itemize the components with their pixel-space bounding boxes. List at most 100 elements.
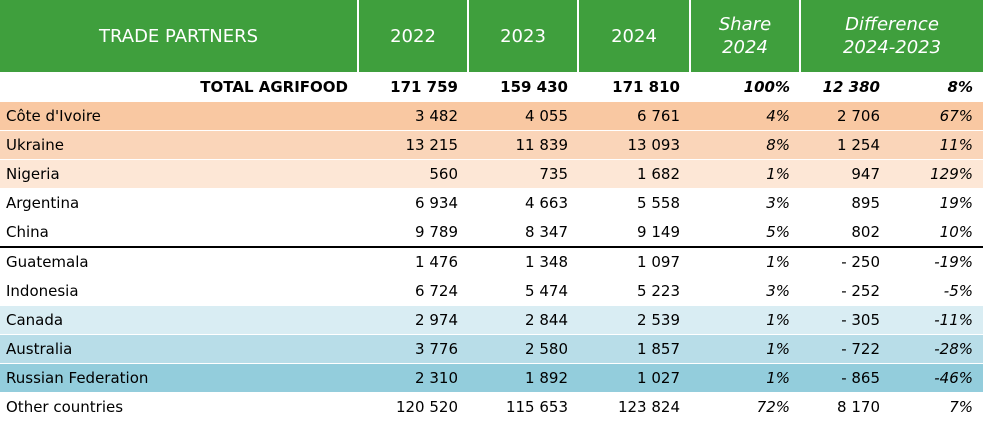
- cell: 1%: [690, 246, 800, 277]
- table-row: Australia 3 776 2 580 1 857 1% - 722 -28%: [0, 334, 983, 364]
- header-text: Difference: [845, 14, 939, 35]
- row-label: Argentina: [0, 188, 358, 218]
- row-label: China: [0, 217, 358, 248]
- cell: 895: [800, 188, 890, 218]
- cell: 171 759: [358, 72, 468, 102]
- cell: 560: [358, 159, 468, 189]
- cell: - 722: [800, 334, 890, 364]
- cell: 4 055: [468, 101, 578, 131]
- cell: 1 857: [578, 334, 690, 364]
- cell: 8 170: [800, 392, 890, 422]
- header-cell: TRADE PARTNERS: [0, 0, 358, 72]
- cell: 2 844: [468, 305, 578, 335]
- cell: 1 476: [358, 246, 468, 277]
- header-row: TRADE PARTNERS 2022 2023 2024 Share 2024 Diffe…: [0, 0, 983, 72]
- cell: 5 474: [468, 276, 578, 306]
- cell: - 252: [800, 276, 890, 306]
- cell: 9 789: [358, 217, 468, 248]
- cell: 4%: [690, 101, 800, 131]
- cell: 5 558: [578, 188, 690, 218]
- cell: -28%: [890, 334, 983, 364]
- cell: -11%: [890, 305, 983, 335]
- table-row: Nigeria 560 735 1 682 1% 947 129%: [0, 159, 983, 189]
- cell: 802: [800, 217, 890, 248]
- table-body: TOTAL AGRIFOOD 171 759 159 430 171 810 100% 1…: [0, 72, 983, 422]
- cell: 2 539: [578, 305, 690, 335]
- cell: 12 380: [800, 72, 890, 102]
- cell: 6 934: [358, 188, 468, 218]
- row-label: TOTAL AGRIFOOD: [0, 72, 358, 102]
- cell: 129%: [890, 159, 983, 189]
- cell: 6 724: [358, 276, 468, 306]
- header-text: TRADE PARTNERS: [98, 25, 259, 47]
- cell: 2 706: [800, 101, 890, 131]
- header-text: 2023: [500, 25, 546, 47]
- header-cell: 2022: [357, 0, 468, 72]
- table-row: Other countries 120 520 115 653 123 824 72% 8…: [0, 392, 983, 422]
- cell: 8 347: [468, 217, 578, 248]
- cell: 67%: [890, 101, 983, 131]
- header-text: 2024: [722, 37, 768, 58]
- cell: 2 580: [468, 334, 578, 364]
- cell: 6 761: [578, 101, 690, 131]
- cell: 1 892: [468, 363, 578, 393]
- table-row: Russian Federation 2 310 1 892 1 027 1% - 865…: [0, 363, 983, 393]
- header-text: 2024: [611, 25, 657, 47]
- header-text: 2022: [390, 25, 436, 47]
- table-row: China 9 789 8 347 9 149 5% 802 10%: [0, 217, 983, 248]
- cell: 13 093: [578, 130, 690, 160]
- cell: 9 149: [578, 217, 690, 248]
- cell: 1%: [690, 334, 800, 364]
- cell: 3%: [690, 276, 800, 306]
- cell: - 865: [800, 363, 890, 393]
- cell: - 305: [800, 305, 890, 335]
- header-cell: 2024: [577, 0, 690, 72]
- cell: 10%: [890, 217, 983, 248]
- cell: -19%: [890, 246, 983, 277]
- cell: 8%: [890, 72, 983, 102]
- table-row: Guatemala 1 476 1 348 1 097 1% - 250 -19%: [0, 246, 983, 277]
- table-row: Argentina 6 934 4 663 5 558 3% 895 19%: [0, 188, 983, 218]
- cell: 1%: [690, 363, 800, 393]
- cell: 7%: [890, 392, 983, 422]
- cell: 5 223: [578, 276, 690, 306]
- cell: 1%: [690, 159, 800, 189]
- cell: 100%: [690, 72, 800, 102]
- cell: 1 682: [578, 159, 690, 189]
- table-row: TOTAL AGRIFOOD 171 759 159 430 171 810 100% 1…: [0, 72, 983, 102]
- cell: 171 810: [578, 72, 690, 102]
- cell: 5%: [690, 217, 800, 248]
- row-label: Ukraine: [0, 130, 358, 160]
- cell: 3 482: [358, 101, 468, 131]
- header-cell: Difference 2024-2023: [799, 0, 983, 72]
- cell: 11%: [890, 130, 983, 160]
- cell: 1 027: [578, 363, 690, 393]
- row-label: Nigeria: [0, 159, 358, 189]
- cell: 3%: [690, 188, 800, 218]
- cell: 115 653: [468, 392, 578, 422]
- cell: 1 254: [800, 130, 890, 160]
- cell: -5%: [890, 276, 983, 306]
- cell: 1 348: [468, 246, 578, 277]
- header-text: 2024-2023: [842, 37, 942, 58]
- cell: 735: [468, 159, 578, 189]
- cell: 1 097: [578, 246, 690, 277]
- cell: 11 839: [468, 130, 578, 160]
- row-label: Côte d'Ivoire: [0, 101, 358, 131]
- cell: - 250: [800, 246, 890, 277]
- cell: 2 310: [358, 363, 468, 393]
- header-text: Share: [718, 14, 772, 35]
- table-row: Indonesia 6 724 5 474 5 223 3% - 252 -5%: [0, 276, 983, 306]
- table-row: Canada 2 974 2 844 2 539 1% - 305 -11%: [0, 305, 983, 335]
- cell: 8%: [690, 130, 800, 160]
- header-cell: Share 2024: [689, 0, 800, 72]
- cell: 4 663: [468, 188, 578, 218]
- cell: 123 824: [578, 392, 690, 422]
- cell: 2 974: [358, 305, 468, 335]
- cell: -46%: [890, 363, 983, 393]
- row-label: Russian Federation: [0, 363, 358, 393]
- table-row: Côte d'Ivoire 3 482 4 055 6 761 4% 2 706 67%: [0, 101, 983, 131]
- row-label: Guatemala: [0, 246, 358, 277]
